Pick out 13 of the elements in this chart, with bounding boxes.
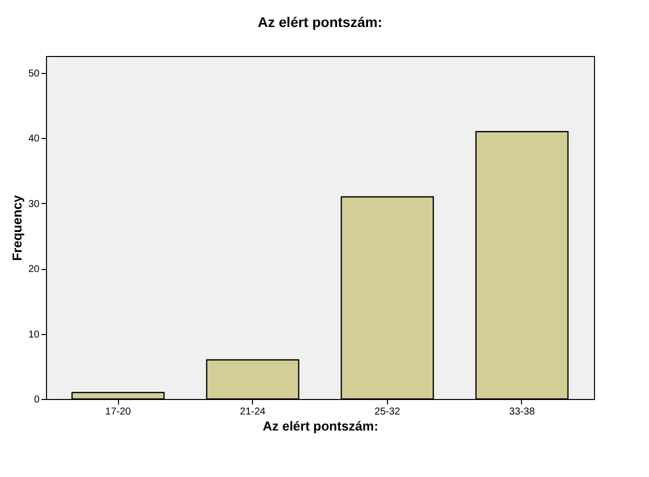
y-tick-label: 10 bbox=[28, 329, 40, 340]
y-tick-label: 20 bbox=[28, 264, 40, 276]
x-tick-label: 17-20 bbox=[105, 406, 132, 418]
x-axis-title: Az elért pontszám: bbox=[262, 418, 378, 434]
x-tick-label: 25-32 bbox=[374, 406, 401, 418]
y-tick-label: 40 bbox=[28, 134, 40, 145]
chart-title: Az elért pontszám: bbox=[258, 14, 382, 30]
y-tick-label: 50 bbox=[28, 68, 40, 80]
y-tick-label: 30 bbox=[28, 198, 40, 210]
x-tick-label: 33-38 bbox=[509, 406, 536, 418]
x-tick-label: 21-24 bbox=[240, 406, 266, 418]
y-axis-title: Frequency bbox=[9, 194, 24, 261]
y-tick-label: 0 bbox=[34, 394, 40, 406]
